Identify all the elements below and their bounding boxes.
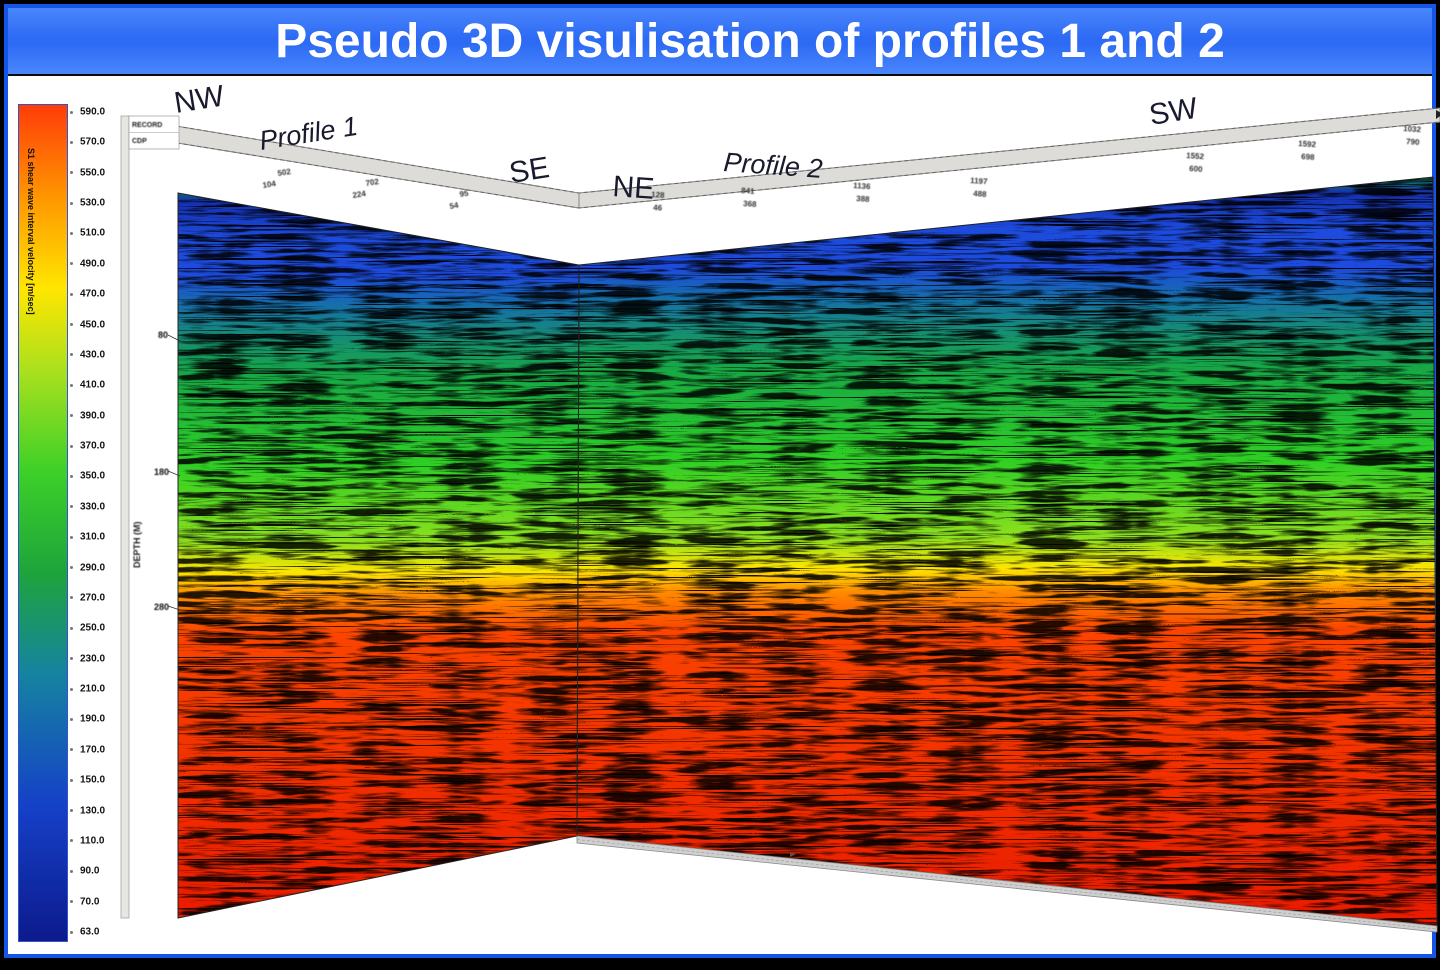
svg-text:DEPTH (M): DEPTH (M) xyxy=(132,522,142,569)
svg-text:CDP: CDP xyxy=(132,138,147,145)
svg-text:NW: NW xyxy=(172,79,227,120)
svg-text:280: 280 xyxy=(154,602,169,612)
svg-text:RECORD: RECORD xyxy=(132,122,162,129)
svg-text:1552: 1552 xyxy=(1186,151,1205,161)
svg-text:SW: SW xyxy=(1147,92,1201,132)
svg-text:54: 54 xyxy=(449,201,460,211)
svg-text:1592: 1592 xyxy=(1298,139,1317,149)
svg-text:80: 80 xyxy=(158,330,168,340)
svg-text:46: 46 xyxy=(653,203,663,213)
svg-text:128: 128 xyxy=(651,190,665,200)
svg-text:698: 698 xyxy=(1301,152,1315,162)
svg-text:180: 180 xyxy=(154,467,169,477)
svg-text:488: 488 xyxy=(973,189,987,199)
svg-text:388: 388 xyxy=(856,194,870,204)
svg-text:SE: SE xyxy=(507,151,552,190)
svg-text:1136: 1136 xyxy=(853,181,871,191)
svg-text:368: 368 xyxy=(743,199,757,209)
svg-text:104: 104 xyxy=(262,179,277,190)
svg-text:790: 790 xyxy=(1406,137,1420,147)
svg-text:600: 600 xyxy=(1189,164,1203,174)
svg-text:841: 841 xyxy=(741,186,755,196)
svg-text:1032: 1032 xyxy=(1403,124,1422,134)
svg-text:224: 224 xyxy=(352,189,367,200)
svg-text:502: 502 xyxy=(277,167,292,178)
svg-text:1197: 1197 xyxy=(970,176,988,186)
svg-text:NE: NE xyxy=(612,170,656,206)
svg-text:702: 702 xyxy=(365,177,380,188)
